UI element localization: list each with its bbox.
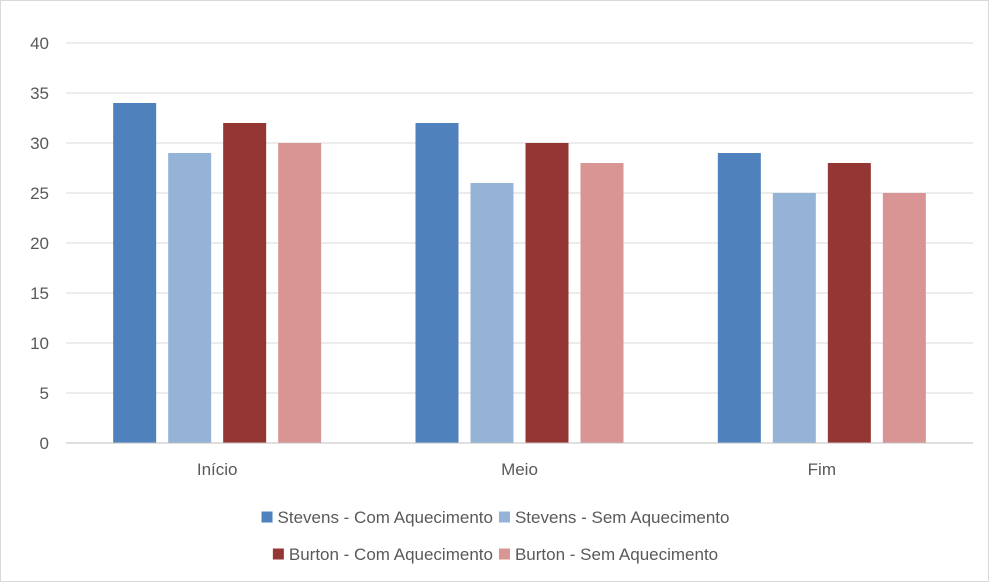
- legend-swatch: [498, 511, 510, 523]
- legend-swatch: [261, 511, 273, 523]
- x-tick-label: Fim: [808, 460, 836, 479]
- bar-2-1: [168, 153, 212, 443]
- bar-4-3: [882, 193, 926, 443]
- bar-3-2: [525, 143, 569, 443]
- legend: Stevens - Com Aquecimento Stevens - Sem A…: [261, 508, 730, 564]
- y-tick-label: 5: [40, 384, 49, 403]
- bar-1-1: [113, 103, 157, 443]
- bar-3-3: [827, 163, 871, 443]
- bars: [113, 103, 926, 443]
- y-tick-label: 35: [30, 84, 49, 103]
- bar-2-2: [470, 183, 514, 443]
- legend-item-2: Stevens - Sem Aquecimento: [498, 508, 730, 527]
- legend-label: Burton - Sem Aquecimento: [515, 545, 718, 564]
- legend-label: Stevens - Com Aquecimento: [278, 508, 493, 527]
- y-tick-label: 40: [30, 34, 49, 53]
- y-tick-label: 30: [30, 134, 49, 153]
- y-tick-label: 20: [30, 234, 49, 253]
- bar-4-1: [278, 143, 322, 443]
- bar-3-1: [223, 123, 267, 443]
- y-axis: 0 5 10 15 20 25 30 35 40: [30, 34, 49, 453]
- bar-2-3: [772, 193, 816, 443]
- legend-item-1: Stevens - Com Aquecimento: [261, 508, 493, 527]
- x-tick-label: Meio: [501, 460, 538, 479]
- legend-swatch: [272, 548, 284, 560]
- bar-1-3: [717, 153, 761, 443]
- bar-1-2: [415, 123, 459, 443]
- legend-swatch: [498, 548, 510, 560]
- y-tick-label: 15: [30, 284, 49, 303]
- x-tick-label: Início: [197, 460, 238, 479]
- bar-4-2: [580, 163, 624, 443]
- x-axis: Início Meio Fim: [66, 442, 973, 479]
- legend-item-4: Burton - Sem Aquecimento: [498, 545, 718, 564]
- y-tick-label: 10: [30, 334, 49, 353]
- gridlines: [66, 42, 973, 444]
- legend-label: Stevens - Sem Aquecimento: [515, 508, 730, 527]
- legend-label: Burton - Com Aquecimento: [289, 545, 493, 564]
- legend-item-3: Burton - Com Aquecimento: [272, 545, 493, 564]
- y-tick-label: 25: [30, 184, 49, 203]
- y-tick-label: 0: [40, 434, 49, 453]
